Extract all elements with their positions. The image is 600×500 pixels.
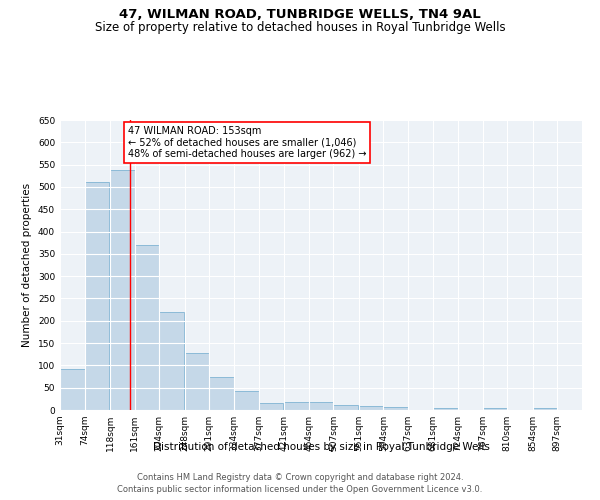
Bar xyxy=(160,312,184,410)
Text: Contains HM Land Registry data © Crown copyright and database right 2024.: Contains HM Land Registry data © Crown c… xyxy=(137,472,463,482)
Bar xyxy=(533,408,557,410)
Bar xyxy=(308,402,334,410)
Bar xyxy=(259,403,283,410)
Text: 47, WILMAN ROAD, TUNBRIDGE WELLS, TN4 9AL: 47, WILMAN ROAD, TUNBRIDGE WELLS, TN4 9A… xyxy=(119,8,481,20)
Text: Distribution of detached houses by size in Royal Tunbridge Wells: Distribution of detached houses by size … xyxy=(152,442,490,452)
Bar xyxy=(482,408,508,410)
Bar xyxy=(85,182,109,410)
Bar xyxy=(334,405,358,410)
Bar xyxy=(185,353,209,410)
Text: Size of property relative to detached houses in Royal Tunbridge Wells: Size of property relative to detached ho… xyxy=(95,21,505,34)
Bar xyxy=(209,378,234,410)
Bar xyxy=(60,368,85,410)
Bar xyxy=(234,391,259,410)
Y-axis label: Number of detached properties: Number of detached properties xyxy=(22,183,32,347)
Bar xyxy=(110,170,134,410)
Bar xyxy=(383,408,408,410)
Text: Contains public sector information licensed under the Open Government Licence v3: Contains public sector information licen… xyxy=(118,485,482,494)
Bar xyxy=(359,406,383,410)
Text: 47 WILMAN ROAD: 153sqm
← 52% of detached houses are smaller (1,046)
48% of semi-: 47 WILMAN ROAD: 153sqm ← 52% of detached… xyxy=(128,126,367,159)
Bar xyxy=(134,246,160,410)
Bar xyxy=(433,408,458,410)
Bar xyxy=(284,402,308,410)
